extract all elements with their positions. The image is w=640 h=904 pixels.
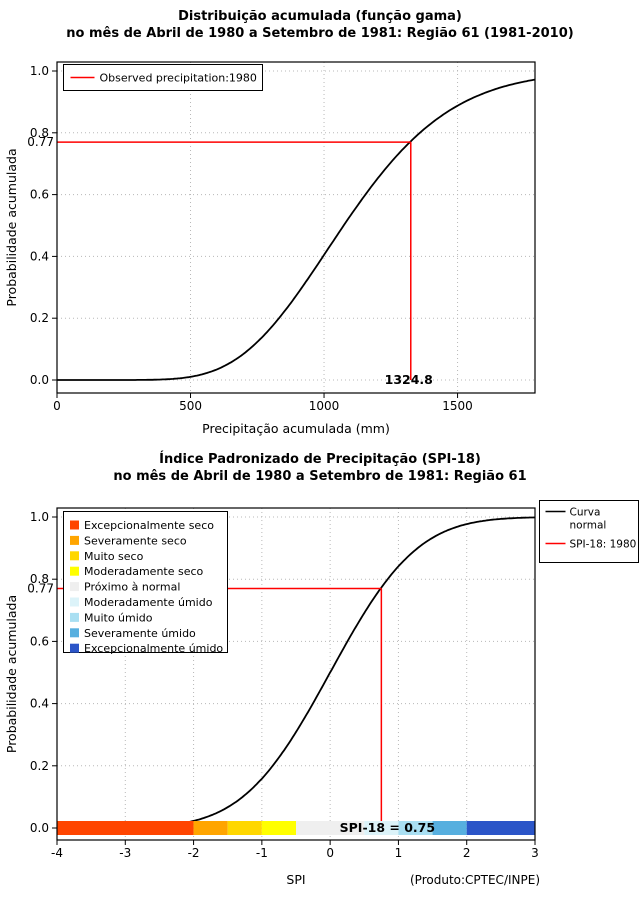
category-label: Severamente úmido bbox=[84, 627, 196, 640]
chart-subtitle: no mês de Abril de 1980 a Setembro de 19… bbox=[113, 469, 526, 484]
spi-cdf-plot: Índice Padronizado de Precipitação (SPI-… bbox=[4, 451, 639, 887]
x-tick-label: -4 bbox=[51, 846, 63, 860]
y-tick-label: 1.0 bbox=[30, 64, 49, 78]
chart-title: Índice Padronizado de Precipitação (SPI-… bbox=[159, 451, 481, 467]
y-tick-label: 0.2 bbox=[30, 311, 49, 325]
y-axis-label: Probabilidade acumulada bbox=[4, 148, 19, 306]
category-swatch bbox=[70, 582, 79, 592]
plot-border bbox=[56, 61, 536, 394]
spi-cdf-chart: Índice Padronizado de Precipitação (SPI-… bbox=[0, 450, 640, 900]
footer-credit: (Produto:CPTEC/INPE) bbox=[410, 873, 540, 887]
y-axis-label: Probabilidade acumulada bbox=[4, 595, 19, 753]
y-tick-label: 0.2 bbox=[30, 759, 49, 773]
spi-color-bar-segment bbox=[57, 821, 194, 835]
y-tick-label: 0.4 bbox=[30, 697, 49, 711]
category-label: Muito úmido bbox=[84, 611, 153, 624]
marker-probability-label: 0.77 bbox=[27, 135, 54, 149]
y-tick-label: 1.0 bbox=[30, 510, 49, 524]
spi-color-bar-segment bbox=[193, 821, 228, 835]
x-tick-label: -3 bbox=[119, 846, 131, 860]
category-swatch bbox=[70, 566, 79, 576]
category-swatch bbox=[70, 597, 79, 607]
x-axis-label: Precipitação acumulada (mm) bbox=[202, 421, 390, 436]
category-swatch bbox=[70, 520, 79, 530]
category-swatch bbox=[70, 628, 79, 638]
chart-subtitle: no mês de Abril de 1980 a Setembro de 19… bbox=[66, 26, 573, 41]
category-label: Excepcionalmente seco bbox=[84, 519, 214, 532]
gamma-cdf-chart: Distribuição acumulada (função gama) no m… bbox=[0, 0, 640, 450]
x-axis-label: SPI bbox=[286, 872, 305, 887]
spi-color-bar-segment bbox=[466, 821, 535, 835]
cdf-curve bbox=[57, 78, 536, 381]
category-label: Próximo à normal bbox=[84, 581, 180, 594]
y-tick-label: 0.6 bbox=[30, 634, 49, 648]
category-label: Moderadamente seco bbox=[84, 565, 204, 578]
category-label: Muito seco bbox=[84, 550, 144, 563]
x-tick-label: -2 bbox=[188, 846, 200, 860]
plot-border bbox=[56, 507, 536, 841]
x-tick-label: 3 bbox=[531, 846, 539, 860]
x-tick-label: -1 bbox=[256, 846, 268, 860]
spi-color-bar-segment bbox=[227, 821, 262, 835]
category-label: Moderadamente úmido bbox=[84, 596, 213, 609]
y-tick-label: 0.0 bbox=[30, 821, 49, 835]
spi-color-bar-segment bbox=[398, 821, 433, 835]
x-tick-label: 1 bbox=[395, 846, 403, 860]
chart-title: Distribuição acumulada (função gama) bbox=[178, 9, 462, 24]
spi-color-bar-segment bbox=[296, 821, 365, 835]
x-tick-label: 500 bbox=[179, 399, 202, 413]
x-tick-label: 1500 bbox=[442, 399, 473, 413]
category-swatch bbox=[70, 535, 79, 545]
y-tick-label: 0.4 bbox=[30, 249, 49, 263]
category-label: Severamente seco bbox=[84, 534, 187, 547]
legend-box bbox=[63, 64, 263, 91]
legend-entry-label: normal bbox=[570, 520, 607, 532]
category-swatch bbox=[70, 612, 79, 622]
y-tick-label: 0.0 bbox=[30, 373, 49, 387]
marker-value-label: 1324.8 bbox=[385, 372, 433, 387]
x-tick-label: 0 bbox=[53, 399, 61, 413]
spi-color-bar-segment bbox=[364, 821, 399, 835]
x-tick-label: 1000 bbox=[309, 399, 340, 413]
legend-entry-label: Observed precipitation:1980 bbox=[100, 72, 257, 85]
legend-entry-label: Curva bbox=[570, 507, 601, 519]
spi-color-bar-segment bbox=[432, 821, 467, 835]
gamma-cdf-plot: Distribuição acumulada (função gama) no m… bbox=[4, 9, 574, 436]
category-legend-box bbox=[63, 511, 228, 653]
marker-value-label: SPI-18 = 0.75 bbox=[340, 820, 435, 835]
legend-entry-label: SPI-18: 1980 bbox=[570, 539, 637, 551]
category-label: Excepcionalmente úmido bbox=[84, 642, 223, 655]
x-tick-label: 0 bbox=[326, 846, 334, 860]
y-tick-label: 0.8 bbox=[30, 126, 49, 140]
y-tick-label: 0.6 bbox=[30, 188, 49, 202]
y-tick-label: 0.8 bbox=[30, 572, 49, 586]
spi-color-bar-segment bbox=[261, 821, 296, 835]
x-tick-label: 2 bbox=[463, 846, 471, 860]
marker-probability-label: 0.77 bbox=[27, 582, 54, 596]
category-swatch bbox=[70, 551, 79, 561]
category-swatch bbox=[70, 643, 79, 653]
